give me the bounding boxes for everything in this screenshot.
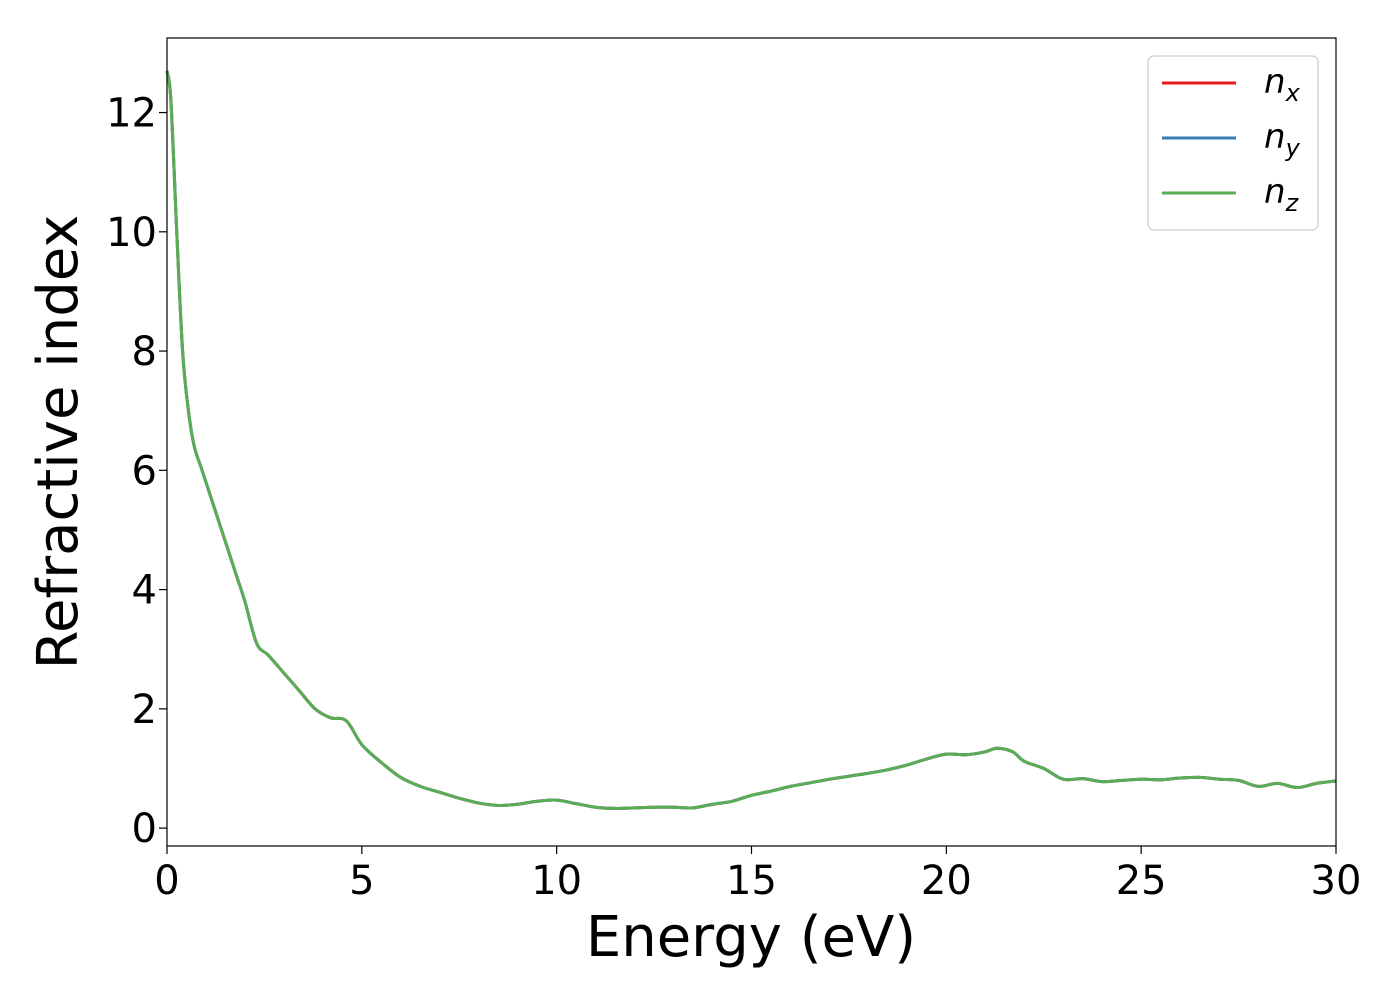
x-tick-label: 5 [349, 858, 374, 904]
x-tick-label: 15 [726, 858, 777, 904]
y-tick-label: 4 [132, 568, 157, 614]
plot-area [167, 38, 1336, 846]
x-tick-label: 25 [1116, 858, 1167, 904]
legend: nx ny nz [1147, 55, 1319, 231]
x-tick-label: 0 [154, 858, 179, 904]
x-tick-label: 10 [531, 858, 582, 904]
x-axis-title: Energy (eV) [586, 905, 916, 970]
legend-box [1147, 55, 1319, 231]
legend-label-y: ny [1264, 117, 1301, 162]
y-tick-label: 12 [106, 91, 157, 137]
y-tick-label: 10 [106, 210, 157, 256]
y-tick-label: 2 [132, 687, 157, 733]
legend-label-z: nz [1264, 172, 1300, 217]
series-layer [165, 70, 1337, 810]
x-tick-label: 30 [1311, 858, 1362, 904]
x-axis-ticks: 0 5 10 15 20 25 30 [154, 846, 1361, 904]
y-axis-ticks: 0 2 4 6 8 10 12 [106, 91, 167, 852]
y-tick-label: 8 [132, 329, 157, 375]
y-axis-title: Refractive index [26, 215, 91, 670]
y-tick-label: 0 [132, 806, 157, 852]
legend-label-x: nx [1264, 62, 1301, 107]
y-tick-label: 6 [132, 448, 157, 494]
x-tick-label: 20 [921, 858, 972, 904]
series-line-z [165, 70, 1337, 810]
